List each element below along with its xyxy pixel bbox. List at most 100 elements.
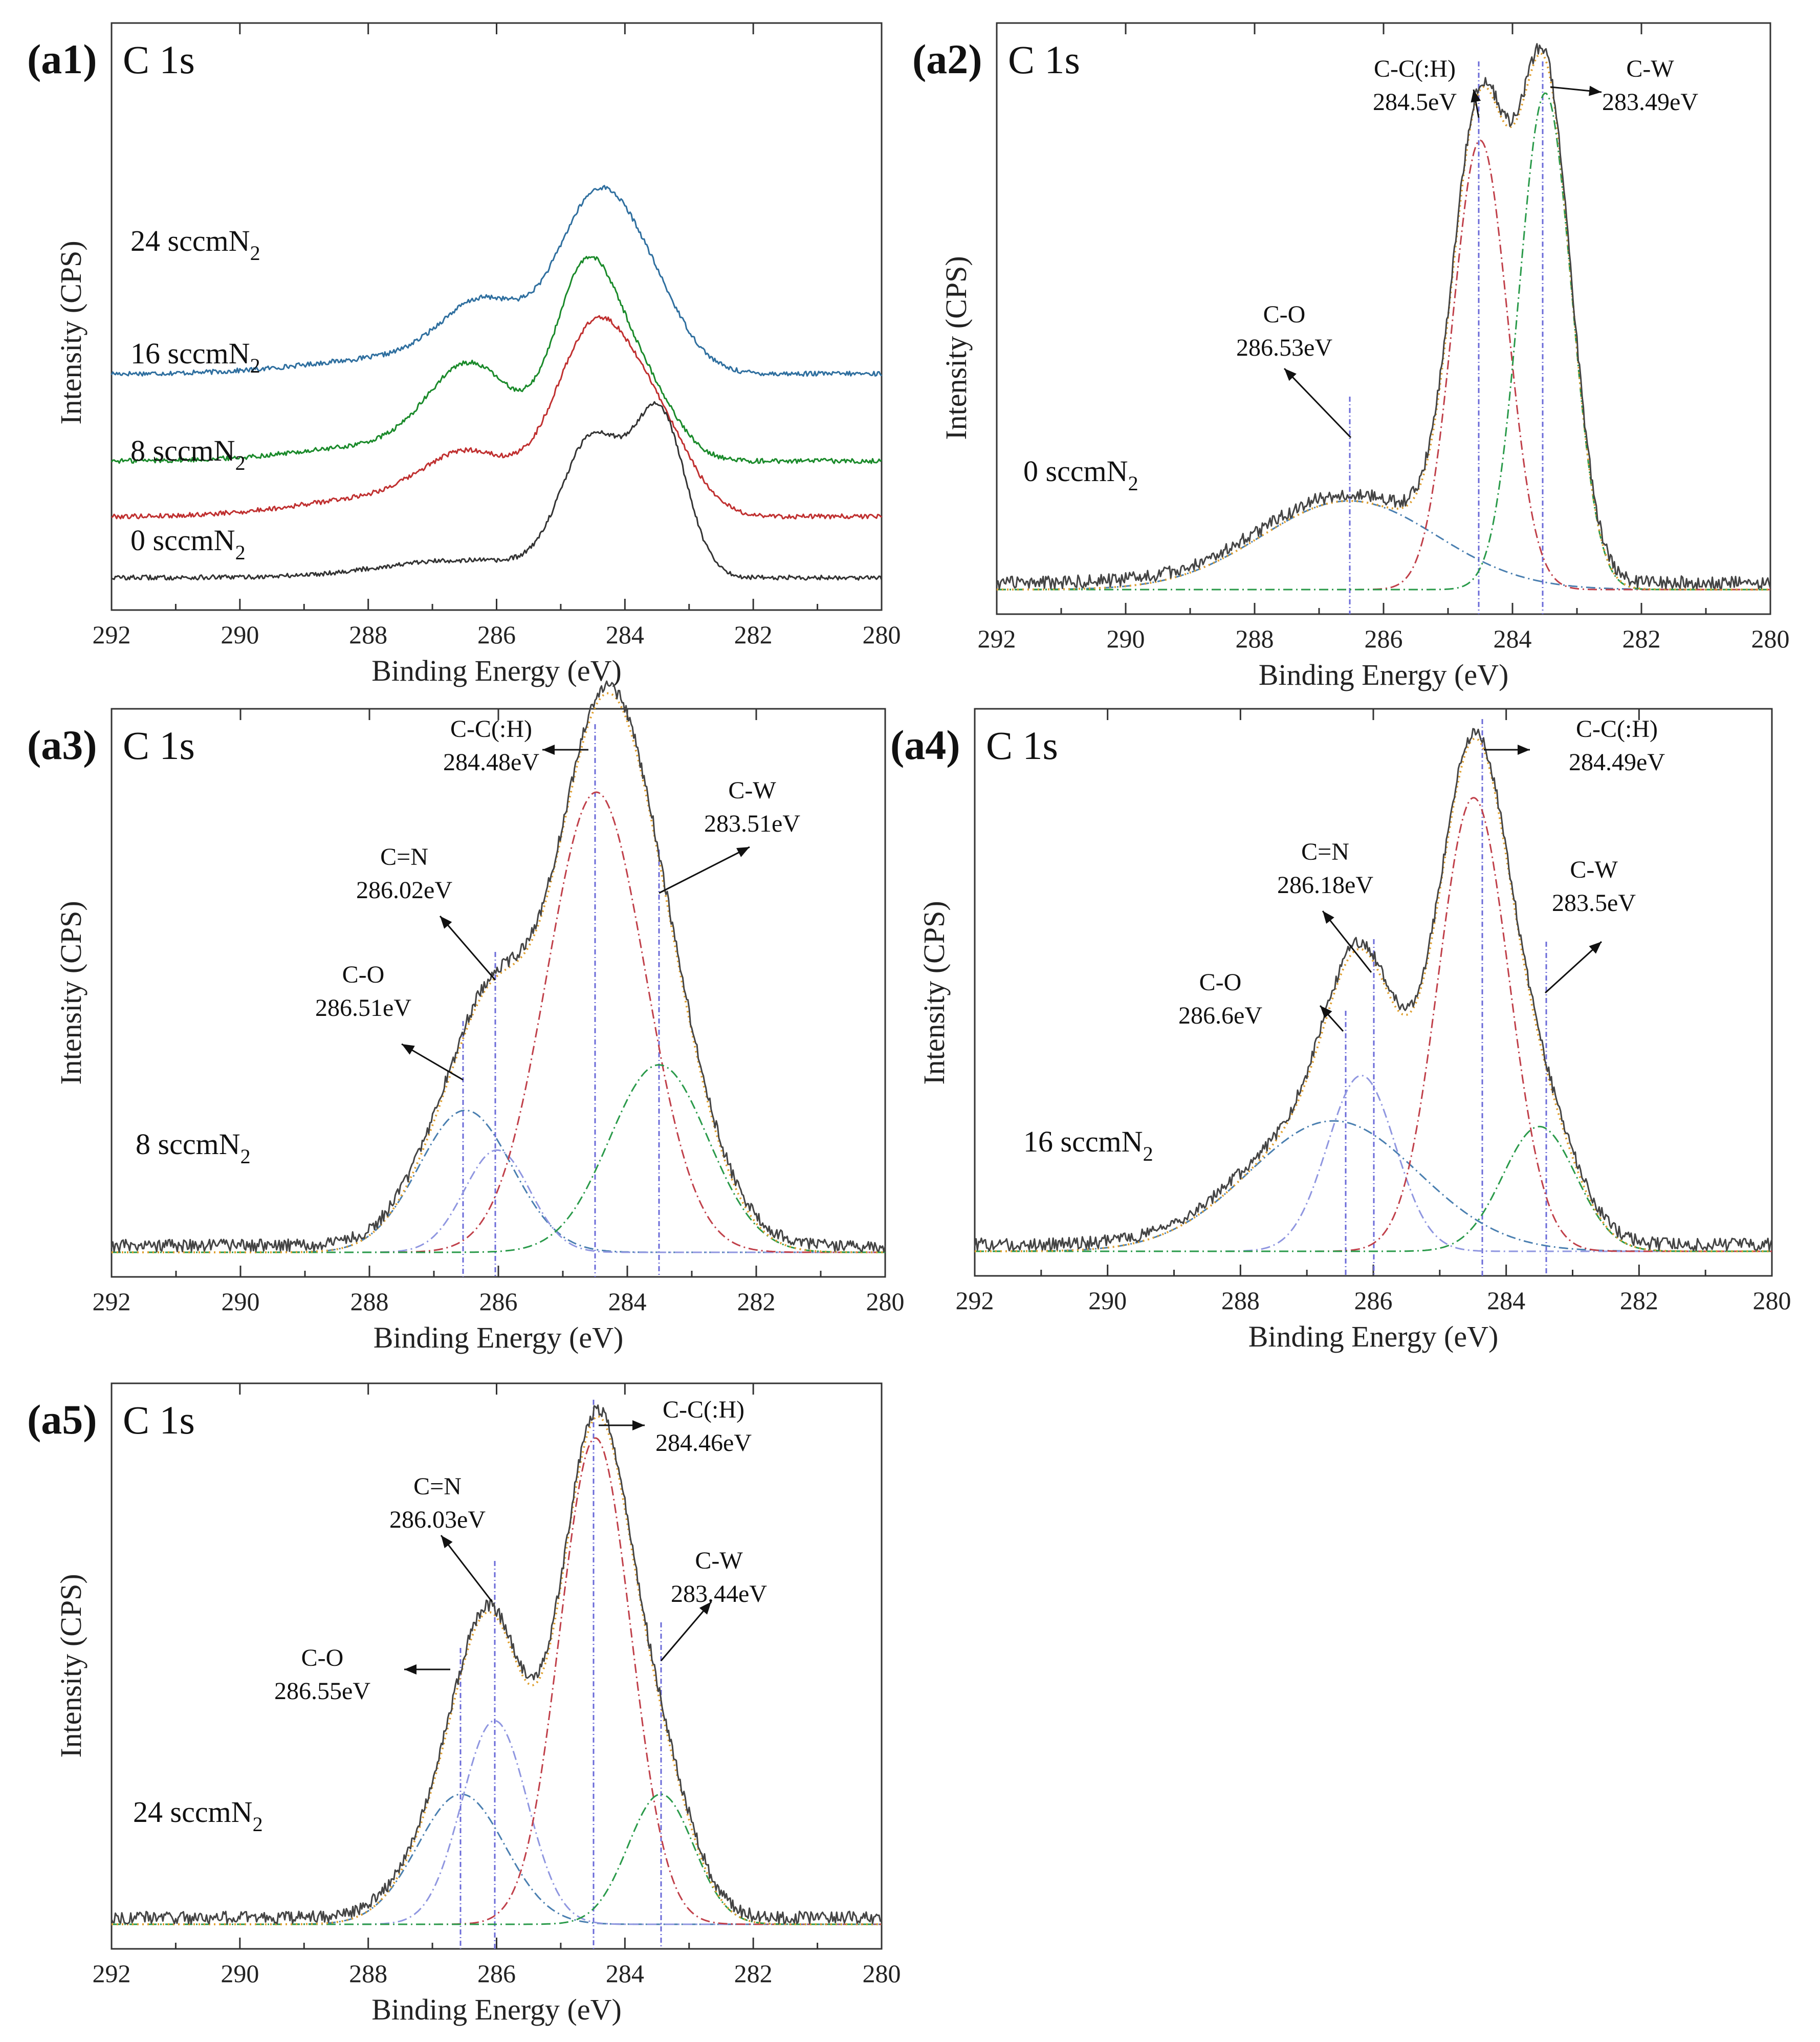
peak-name-label: C-O [301, 1644, 344, 1671]
fit-component-curve [112, 1437, 882, 1925]
fit-component-curve [997, 92, 1770, 591]
spectrum-line [111, 256, 882, 464]
x-tick-label: 282 [734, 1959, 773, 1988]
x-tick-label: 292 [956, 1286, 994, 1315]
peak-name-label: C=N [413, 1473, 462, 1500]
peak-name-label: C-W [728, 777, 776, 804]
x-tick-label: 286 [1365, 624, 1403, 653]
peak-name-label: C-O [1199, 969, 1242, 996]
peak-name-label: C-W [1626, 55, 1674, 82]
arrow-head [440, 916, 452, 929]
x-tick-label: 282 [737, 1287, 776, 1316]
fit-envelope-curve [112, 692, 885, 1253]
x-tick-label: 284 [1487, 1286, 1525, 1315]
sample-label-subscript: 2 [250, 242, 260, 265]
peak-energy-label: 283.51eV [704, 810, 800, 837]
x-axis-label: Binding Energy (eV) [374, 1321, 624, 1354]
spectrum-line [111, 401, 883, 581]
annotation-arrow [1544, 941, 1603, 994]
panel-label: (a2) [912, 36, 982, 82]
annotation-arrow [1322, 910, 1372, 973]
spectrum-line [111, 315, 883, 520]
x-tick-label: 290 [221, 620, 259, 649]
sample-label-main: 8 sccmN [130, 434, 235, 467]
arrow-head [402, 1044, 415, 1055]
x-axis-label: Binding Energy (eV) [371, 654, 622, 687]
annotation-arrow [659, 846, 750, 894]
peak-name-label: C-O [1263, 301, 1306, 328]
fit-envelope-curve [112, 1415, 882, 1925]
sample-label-main: 16 sccmN [130, 337, 250, 370]
x-axis-label: Binding Energy (eV) [1259, 658, 1509, 691]
arrow-head [1320, 1006, 1332, 1018]
panel-label: (a5) [27, 1396, 97, 1443]
x-tick-label: 284 [608, 1287, 647, 1316]
annotation-arrow [439, 916, 496, 981]
arrow-head [736, 847, 750, 857]
sample-label-subscript: 2 [240, 1145, 251, 1168]
sample-label-subscript: 2 [253, 1813, 263, 1836]
spectrum-line [111, 185, 883, 377]
fit-envelope-curve [975, 737, 1772, 1252]
annotation-arrow [1283, 367, 1352, 439]
sample-label: 16 sccmN2 [1023, 1125, 1153, 1165]
annotation-arrow [660, 1601, 712, 1661]
x-tick-label: 284 [606, 1959, 644, 1988]
peak-energy-label: 286.55eV [274, 1678, 370, 1705]
x-tick-label: 288 [1236, 624, 1274, 653]
x-tick-label: 282 [734, 620, 773, 649]
x-tick-label: 286 [477, 1959, 516, 1988]
plot-area-frame [111, 1382, 883, 1950]
x-tick-label: 280 [863, 620, 901, 649]
x-tick-label: 282 [1622, 624, 1661, 653]
x-tick-label: 286 [477, 620, 516, 649]
arrow-head [542, 745, 555, 755]
peak-energy-label: 284.5eV [1373, 89, 1457, 116]
core-level-label: C 1s [123, 37, 195, 82]
x-tick-label: 288 [349, 1959, 387, 1988]
x-tick-label: 280 [1753, 1286, 1791, 1315]
measured-spectrum-line [974, 728, 1773, 1252]
sample-label: 16 sccmN2 [130, 337, 260, 377]
peak-energy-label: 283.5eV [1552, 889, 1636, 917]
x-tick-label: 290 [1107, 624, 1145, 653]
x-axis-label: Binding Energy (eV) [1248, 1320, 1499, 1353]
sample-label: 0 sccmN2 [1023, 454, 1138, 495]
arrow-head [404, 1664, 416, 1675]
fit-component-curve [975, 1125, 1772, 1252]
sample-label: 24 sccmN2 [130, 224, 260, 265]
y-axis-label: Intensity (CPS) [939, 256, 973, 440]
peak-name-label: C-O [342, 961, 385, 988]
sample-label: 24 sccmN2 [133, 1795, 263, 1836]
peak-name-label: C=N [380, 843, 428, 871]
sample-label-main: 24 sccmN [133, 1795, 253, 1829]
sample-label-subscript: 2 [235, 451, 246, 474]
x-tick-label: 288 [350, 1287, 389, 1316]
measured-spectrum-line [996, 43, 1771, 590]
sample-label-main: 24 sccmN [130, 224, 250, 257]
sample-label-main: 0 sccmN [130, 524, 235, 557]
measured-spectrum-line [111, 1404, 883, 1925]
x-tick-label: 280 [1751, 624, 1790, 653]
panel-label: (a1) [27, 36, 97, 82]
peak-energy-label: 284.49eV [1569, 749, 1665, 776]
peak-energy-label: 284.46eV [655, 1429, 752, 1457]
peak-name-label: C-C(:H) [1374, 55, 1456, 82]
x-tick-label: 288 [1221, 1286, 1260, 1315]
sample-label-subscript: 2 [1128, 472, 1138, 495]
panel-a5: 292 290 288 286 284 282 280 Binding Energy (eV)… [27, 1382, 901, 2026]
x-tick-label: 286 [1354, 1286, 1393, 1315]
peak-energy-label: 286.53eV [1236, 334, 1332, 361]
panel-a1: 292 290 288 286 284 282 280 Binding Energy (eV)… [27, 22, 901, 687]
fit-envelope-curve [997, 52, 1770, 591]
x-axis-label: Binding Energy (eV) [371, 1993, 622, 2026]
sample-label-subscript: 2 [1143, 1142, 1153, 1165]
y-axis-label: Intensity (CPS) [54, 901, 87, 1084]
core-level-label: C 1s [1008, 37, 1080, 82]
annotation-arrow [440, 1535, 493, 1602]
peak-name-label: C-W [1570, 856, 1618, 883]
peak-name-label: C-C(:H) [450, 715, 532, 743]
sample-label-main: 8 sccmN [136, 1127, 240, 1161]
peak-energy-label: 286.03eV [389, 1506, 486, 1533]
